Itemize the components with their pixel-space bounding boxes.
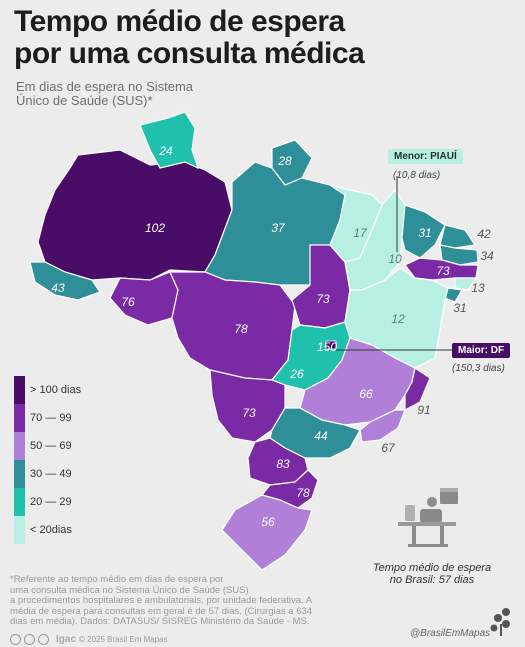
cc-by-icon (24, 634, 35, 645)
brand-flower-icon (490, 608, 510, 636)
footnote-line: a procedimentos hospitalares e ambulator… (10, 595, 313, 606)
subtitle-line-2: Único de Saúde (SUS)* (16, 93, 153, 108)
legend-item: > 100 dias (14, 376, 134, 404)
state-mato-grosso[interactable] (169, 271, 296, 381)
subtitle: Em dias de espera no Sistema Único de Sa… (16, 80, 193, 108)
credits: Igac © 2025 Brasil Em Mapas (10, 634, 168, 645)
callout-max-detail: (150,3 dias) (452, 363, 505, 374)
legend-label: 20 — 29 (30, 496, 72, 508)
value-label-pi: 10 (388, 252, 402, 266)
legend-label: > 100 dias (30, 384, 82, 396)
value-label-mg: 66 (359, 387, 373, 401)
value-label-ms: 73 (242, 406, 256, 420)
value-label-pe: 73 (436, 264, 450, 278)
value-label-ap: 28 (277, 154, 292, 168)
cc-license-icon (10, 634, 21, 645)
value-label-ba: 12 (391, 312, 405, 326)
footnote-line: média de espera para consultas em geral … (10, 605, 313, 617)
igac-logo: Igac (56, 634, 77, 645)
callout-min-label: Menor: PIAUÍ (388, 149, 463, 164)
state-roraima[interactable] (139, 111, 200, 170)
legend-swatch (14, 516, 25, 544)
value-label-ro: 76 (121, 295, 135, 309)
value-label-sc: 78 (296, 486, 310, 500)
state-acre[interactable] (29, 261, 101, 301)
legend-item: 50 — 69 (14, 432, 134, 460)
legend-label: 50 — 69 (30, 440, 72, 452)
state-alagoas[interactable] (454, 277, 478, 291)
value-label-am: 102 (145, 221, 165, 235)
legend-label: 30 — 49 (30, 468, 72, 480)
value-label-se: 31 (453, 301, 466, 315)
legend-swatch (14, 432, 25, 460)
legend-swatch (14, 460, 25, 488)
value-label-pr: 83 (276, 457, 290, 471)
social-handle[interactable]: @BrasilEmMapas (410, 628, 491, 639)
legend-swatch (14, 404, 25, 432)
average-line-2: no Brasil: 57 dias (389, 574, 475, 586)
callout-min-detail: (10,8 dias) (393, 170, 441, 181)
national-average: Tempo médio de espera no Brasil: 57 dias (352, 562, 512, 586)
value-label-to: 73 (316, 292, 330, 306)
state-rio-de-janeiro[interactable] (359, 409, 406, 443)
title-line-1: Tempo médio de espera (14, 5, 345, 38)
value-label-al: 13 (471, 281, 485, 295)
waiting-room-icon (398, 488, 458, 547)
footnote-line: uma consulta médica no Sistema Único de … (10, 584, 249, 596)
value-label-ma: 17 (353, 226, 368, 240)
value-label-df: 150 (317, 340, 337, 354)
value-label-rn: 42 (477, 227, 491, 241)
value-label-ce: 31 (418, 226, 431, 240)
legend-item: 30 — 49 (14, 460, 134, 488)
callout-max-label: Maior: DF (452, 343, 511, 358)
legend-label: 70 — 99 (30, 412, 72, 424)
page-title: Tempo médio de espera por uma consulta m… (14, 6, 514, 70)
legend-item: 20 — 29 (14, 488, 134, 516)
value-label-mt: 78 (234, 322, 248, 336)
footnote-line: dias em média). Dados: DATASUS/ SISREG M… (10, 616, 310, 627)
value-label-sp: 44 (314, 429, 328, 443)
state-sao-paulo[interactable] (269, 407, 361, 459)
value-label-rs: 56 (261, 515, 275, 529)
state-rio-grande-do-norte[interactable] (439, 224, 477, 249)
value-label-rj: 67 (381, 441, 396, 455)
value-label-es: 91 (417, 403, 430, 417)
value-label-pa: 37 (271, 221, 286, 235)
copyright-text: © 2025 Brasil Em Mapas (79, 635, 168, 644)
footnote-line: *Referente ao tempo médio em dias de esp… (10, 574, 224, 585)
state-rio-grande-do-sul[interactable] (221, 494, 313, 571)
legend-item: 70 — 99 (14, 404, 134, 432)
value-label-ac: 43 (51, 281, 65, 295)
value-label-rr: 24 (158, 144, 173, 158)
title-line-2: por uma consulta médica (14, 37, 365, 70)
legend-item: < 20dias (14, 516, 134, 544)
legend-label: < 20dias (30, 524, 72, 536)
state-ceara[interactable] (401, 204, 446, 259)
state-amazonas[interactable] (37, 149, 233, 281)
cc-sa-icon (38, 634, 49, 645)
legend-swatch (14, 376, 25, 404)
average-line-1: Tempo médio de espera (372, 562, 492, 574)
legend-swatch (14, 488, 25, 516)
value-label-go: 26 (289, 367, 304, 381)
footnote: *Referente ao tempo médio em dias de esp… (10, 574, 340, 628)
state-rondonia[interactable] (109, 271, 179, 326)
state-distrito-federal[interactable] (325, 340, 337, 350)
subtitle-line-1: Em dias de espera no Sistema (16, 79, 194, 94)
value-label-pb: 34 (480, 249, 494, 263)
